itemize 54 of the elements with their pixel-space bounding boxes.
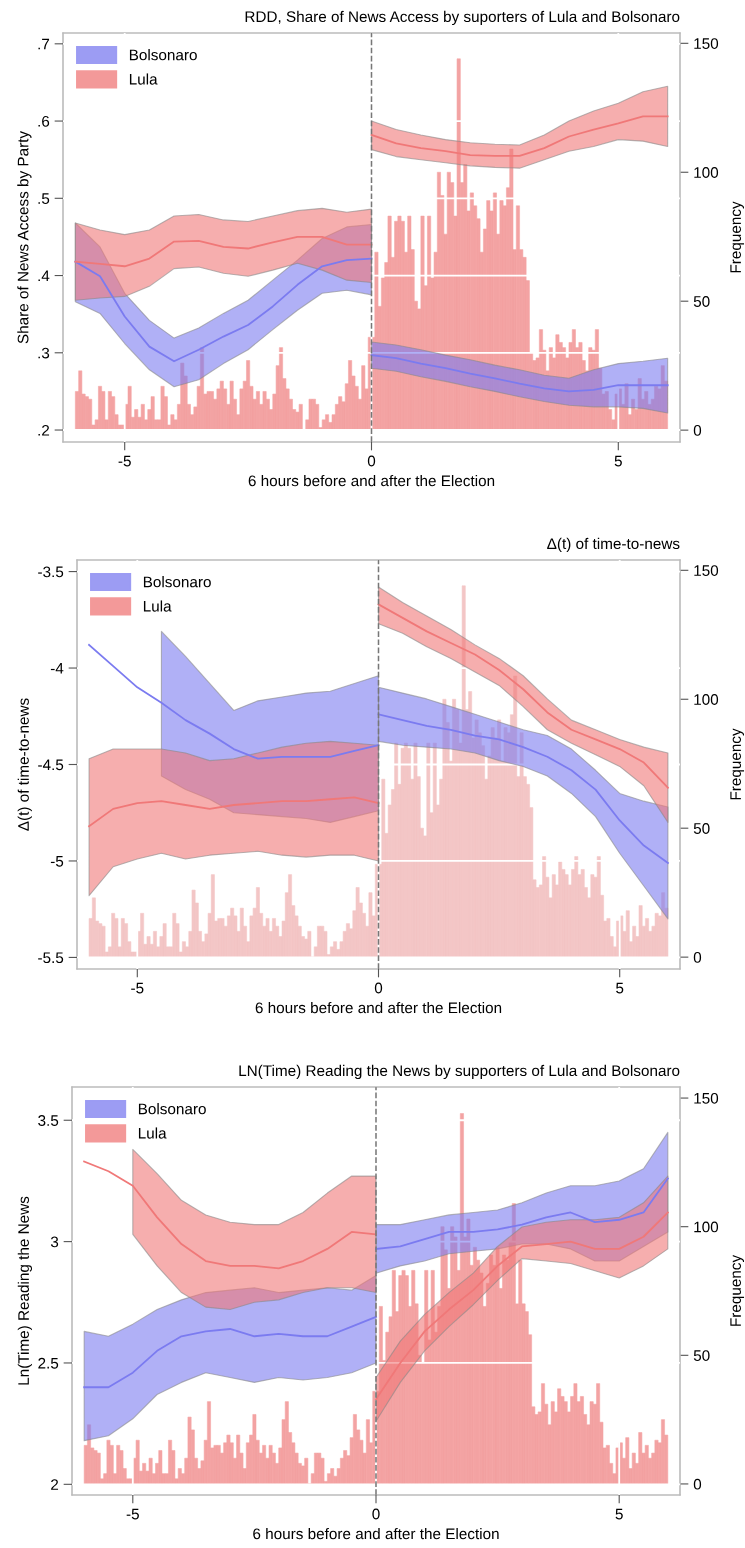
- chart-title: RDD, Share of News Access by suporters of Lula and Bolsonaro: [245, 10, 680, 26]
- y2-tick-label: 150: [694, 38, 719, 49]
- y2-tick-label: 50: [693, 823, 710, 834]
- x-tick-label: 5: [615, 1508, 623, 1520]
- y2-tick-label: 0: [693, 952, 702, 963]
- y-tick-label: 2.5: [38, 1357, 59, 1369]
- x-tick-label: 0: [372, 1508, 380, 1520]
- x-tick-label: -5: [131, 982, 144, 994]
- y-tick-label: -5: [50, 855, 64, 867]
- y2-tick-label: 100: [694, 694, 719, 705]
- y2-tick-label: 100: [694, 1221, 719, 1233]
- y2-tick-label: 150: [694, 1092, 719, 1104]
- y-tick-label: -5.5: [38, 952, 64, 964]
- y2-tick-label: 0: [693, 1478, 702, 1490]
- y-tick-label: .4: [38, 270, 50, 282]
- x-tick-label: 0: [367, 455, 376, 467]
- y-axis-title: Share of News Access by Party: [17, 130, 32, 344]
- y2-axis-title: Frequency: [730, 201, 745, 273]
- y2-tick-label: 50: [693, 1350, 710, 1361]
- x-tick-label: 0: [374, 982, 383, 994]
- y-tick-label: .5: [38, 193, 50, 204]
- y2-axis-title: Frequency: [730, 728, 745, 800]
- y-tick-label: 3: [50, 1236, 59, 1248]
- legend-label: Bolsonaro: [138, 1103, 206, 1115]
- x-axis-title: 6 hours before and after the Election: [253, 1527, 499, 1540]
- x-tick-label: 5: [616, 982, 624, 994]
- legend-label: Lula: [143, 600, 172, 612]
- legend-label: Lula: [129, 73, 158, 85]
- legend-label: Bolsonaro: [129, 49, 197, 61]
- y-tick-label: .7: [38, 38, 50, 50]
- y-tick-label: -4: [50, 663, 64, 674]
- y-axis-title: Δ(t) of time-to-news: [17, 698, 32, 831]
- y-tick-label: .6: [38, 115, 50, 127]
- y2-axis-title: Frequency: [730, 1254, 745, 1326]
- x-tick-label: -5: [126, 1508, 139, 1520]
- y2-tick-label: 150: [694, 565, 719, 576]
- y-axis-title: Ln(Time) Reading the News: [17, 1196, 33, 1385]
- y2-tick-label: 100: [694, 167, 719, 178]
- chart-title: LN(Time) Reading the News by supporters of Lula and Bolsonaro: [239, 1064, 680, 1080]
- y-tick-label: .2: [38, 424, 50, 436]
- chart-title: Δ(t) of time-to-news: [547, 537, 680, 553]
- y-tick-label: 3.5: [38, 1115, 59, 1126]
- y-tick-label: -4.5: [38, 759, 64, 771]
- y-tick-label: -3.5: [38, 566, 64, 578]
- x-tick-label: -5: [118, 455, 131, 467]
- y-tick-label: .3: [38, 347, 50, 359]
- y2-tick-label: 50: [693, 296, 710, 307]
- x-axis-title: 6 hours before and after the Election: [255, 1001, 502, 1014]
- legend-label: Bolsonaro: [143, 576, 211, 588]
- x-axis-title: 6 hours before and after the Election: [248, 474, 495, 487]
- x-tick-label: 5: [614, 455, 622, 467]
- y-tick-label: 2: [51, 1479, 59, 1490]
- y2-tick-label: 0: [693, 425, 702, 436]
- legend-label: Lula: [138, 1127, 167, 1139]
